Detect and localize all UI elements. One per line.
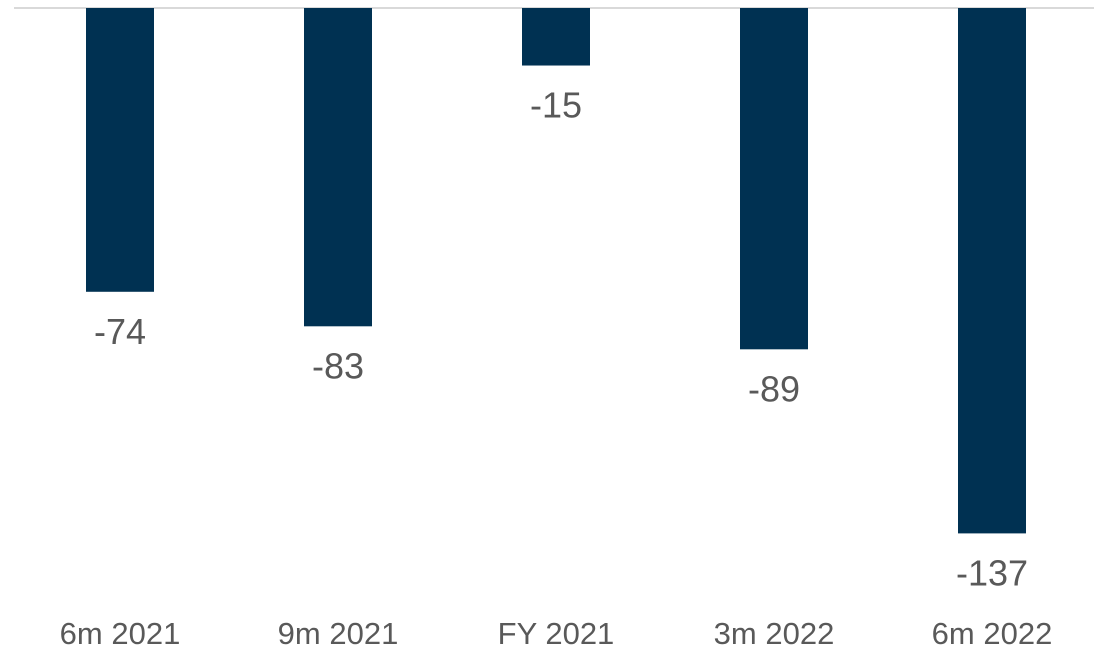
data-label: -137 — [956, 552, 1028, 593]
data-label: -83 — [312, 345, 364, 386]
data-label: -89 — [748, 368, 800, 409]
data-label: -15 — [530, 85, 582, 126]
bar-9m-2021 — [304, 8, 372, 327]
bar-6m-2021 — [86, 8, 154, 292]
bar-fy-2021 — [522, 8, 590, 66]
data-label: -74 — [94, 311, 146, 352]
category-label: 9m 2021 — [278, 616, 399, 649]
category-label: 6m 2021 — [60, 616, 181, 649]
data-labels-group: -74 -83 -15 -89 -137 — [94, 85, 1028, 594]
category-label: 3m 2022 — [714, 616, 835, 649]
category-labels-group: 6m 2021 9m 2021 FY 2021 3m 2022 6m 2022 — [60, 616, 1053, 649]
category-label: FY 2021 — [498, 616, 615, 649]
bar-6m-2022 — [958, 8, 1026, 534]
bars-group — [86, 8, 1026, 534]
category-label: 6m 2022 — [932, 616, 1053, 649]
bar-3m-2022 — [740, 8, 808, 350]
